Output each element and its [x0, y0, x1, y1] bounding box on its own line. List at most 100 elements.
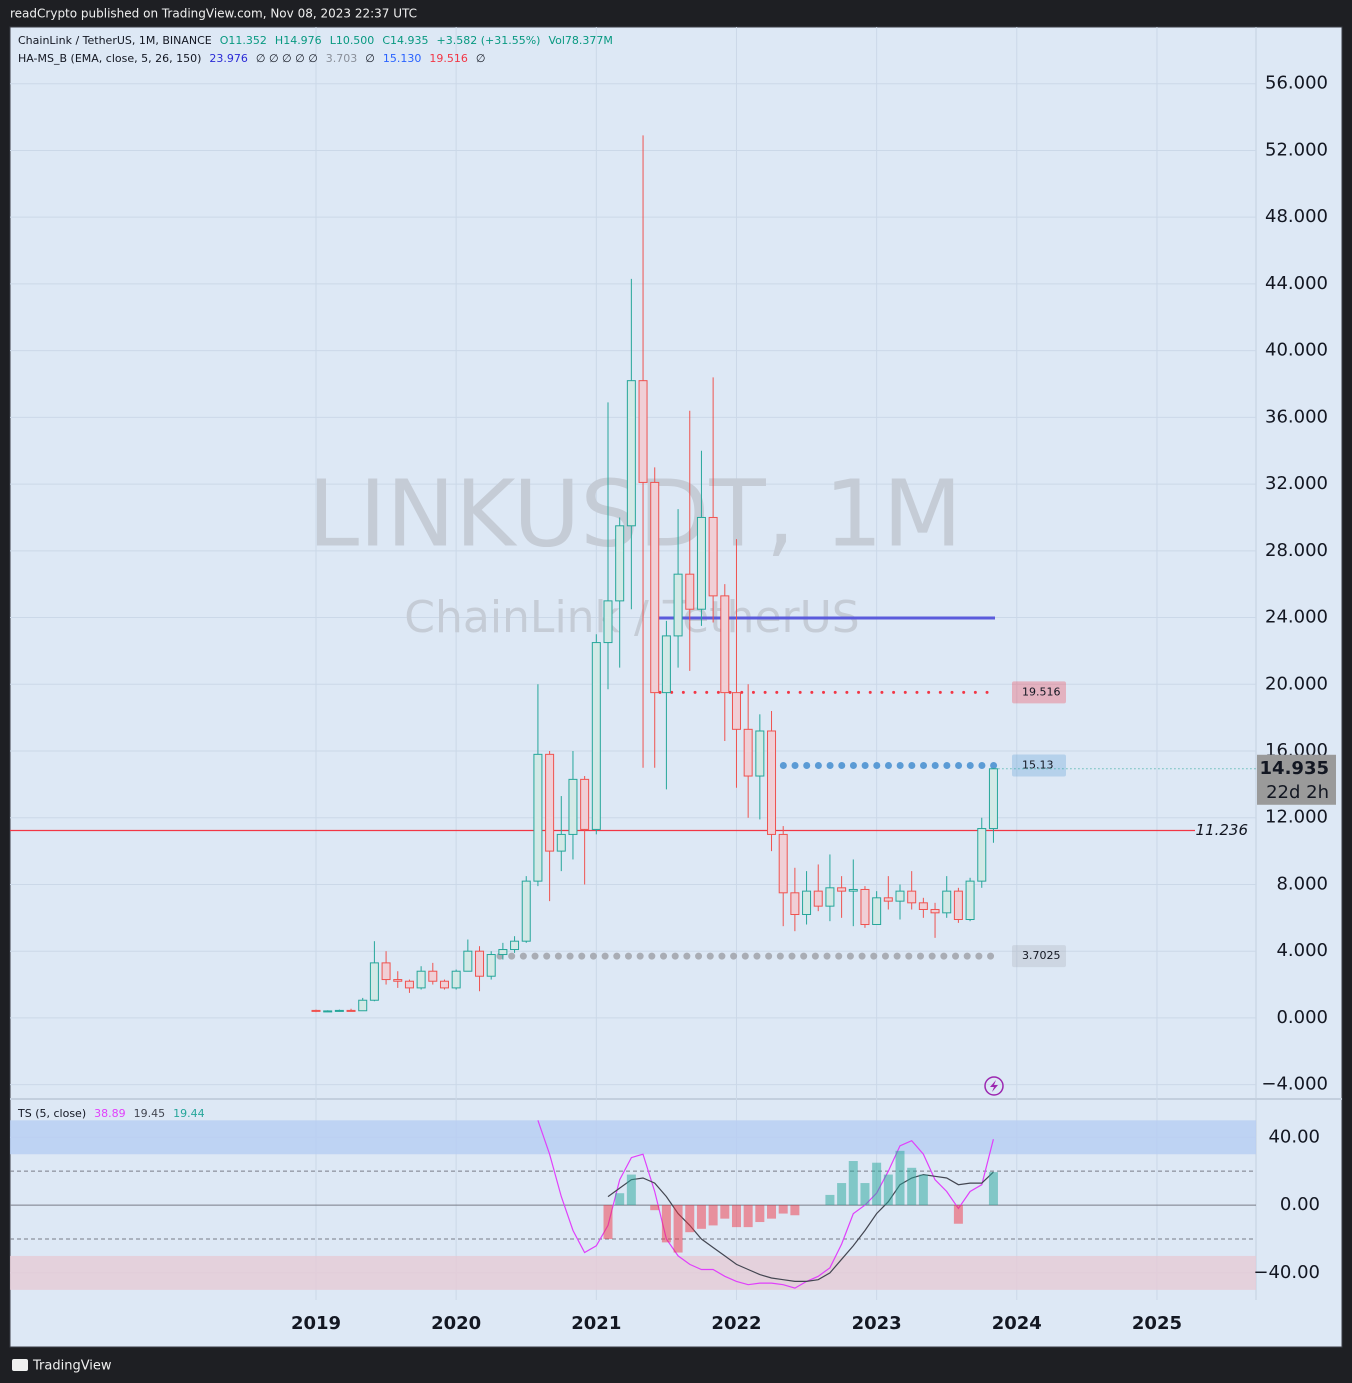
candle-body [463, 950, 473, 972]
histogram-bar [708, 1205, 718, 1226]
x-tick-label: 2019 [291, 1313, 341, 1334]
y-tick-label: 20.000 [1265, 673, 1328, 694]
oscillator-band [10, 1120, 1256, 1155]
legend-item: 3.703 [326, 52, 358, 65]
candle-body [988, 768, 998, 830]
y-tick-label: 0.00 [1280, 1194, 1320, 1215]
candle-body [731, 692, 741, 730]
histogram-bar [661, 1205, 671, 1243]
level-badge [1012, 945, 1066, 968]
oscillator-band [10, 1255, 1256, 1290]
candle-body [755, 730, 765, 777]
legend-item: 19.45 [134, 1107, 166, 1120]
y-tick-label: 40.00 [1268, 1126, 1320, 1147]
candle-body [848, 888, 858, 892]
histogram-bar [685, 1205, 695, 1233]
y-tick-label: 44.000 [1265, 273, 1328, 294]
histogram-bar [767, 1205, 777, 1219]
histogram-bar [778, 1205, 788, 1214]
histogram-bar [825, 1194, 835, 1206]
candle-body [603, 600, 613, 644]
candle-body [346, 1009, 356, 1012]
x-tick-label: 2024 [992, 1313, 1042, 1334]
level-label: 11.236 [1196, 821, 1249, 839]
candle-body [837, 887, 847, 892]
legend-item: 38.89 [94, 1107, 126, 1120]
candle-body [895, 890, 905, 902]
histogram-bar [615, 1193, 625, 1206]
legend-item: +3.582 (+31.55%) [436, 34, 540, 47]
candle-body [942, 890, 952, 914]
y-tick-label: 32.000 [1265, 473, 1328, 494]
y-tick-label: 56.000 [1265, 73, 1328, 94]
candle-body [743, 728, 753, 777]
histogram-bar [696, 1205, 706, 1229]
legend-item: ∅ ∅ ∅ ∅ ∅ [256, 52, 318, 65]
candle-body [802, 890, 812, 915]
histogram-bar [731, 1205, 741, 1228]
y-tick-label: −40.00 [1253, 1262, 1320, 1283]
level-badge [1012, 754, 1066, 777]
candle-body [930, 908, 940, 914]
histogram-bar [988, 1172, 998, 1206]
candle-body [369, 962, 379, 1001]
candle-body [708, 516, 718, 597]
candle-body [872, 897, 882, 926]
plot-area: 19.516 15.13 3.7025 11.236 [10, 135, 1256, 1290]
y-tick-label: 52.000 [1265, 139, 1328, 160]
legend-item: ∅ [365, 52, 375, 65]
event-icon[interactable] [984, 1076, 1004, 1096]
x-tick-label: 2020 [431, 1313, 481, 1334]
x-tick-label: 2025 [1132, 1313, 1182, 1334]
candle-body [673, 573, 683, 637]
x-tick-label: 2021 [571, 1313, 621, 1334]
histogram-bar [872, 1162, 882, 1206]
x-tick-label: 2022 [711, 1313, 761, 1334]
grid [10, 27, 1256, 1300]
candle-body [510, 940, 520, 951]
y-tick-label: 48.000 [1265, 206, 1328, 227]
candle-body [556, 833, 566, 852]
y-tick-label: 28.000 [1265, 540, 1328, 561]
candle-body [311, 1009, 321, 1012]
histogram-bar [918, 1174, 928, 1206]
candle-body [334, 1009, 344, 1012]
legend-item: 19.44 [173, 1107, 205, 1120]
candle-body [977, 828, 987, 882]
last-price-badge [1257, 754, 1336, 805]
publisher-line: readCrypto published on TradingView.com,… [10, 7, 417, 21]
histogram-bar [895, 1150, 905, 1206]
histogram-bar [790, 1205, 800, 1216]
candle-body [685, 573, 695, 610]
level-label: 15.13 [1022, 759, 1054, 772]
histogram-bar [860, 1183, 870, 1206]
y-tick-label: 8.000 [1276, 873, 1328, 894]
x-tick-label: 2023 [852, 1313, 902, 1334]
legend-item: Vol78.377M [548, 34, 612, 47]
histogram-bar [848, 1161, 858, 1206]
histogram-bar [673, 1205, 683, 1253]
candle-body [428, 970, 438, 982]
level-label: 19.516 [1022, 685, 1061, 698]
candle-body [883, 897, 893, 902]
legend-item: HA-MS_B (EMA, close, 5, 26, 150) [18, 52, 201, 65]
candle-body [580, 778, 590, 830]
histogram-bar [626, 1174, 636, 1206]
histogram-bar [883, 1174, 893, 1206]
histogram-bar [953, 1205, 963, 1224]
y-tick-label: 40.000 [1265, 340, 1328, 361]
histogram-bar [907, 1167, 917, 1206]
y-tick-label: 24.000 [1265, 607, 1328, 628]
y-tick-label: −4.000 [1261, 1074, 1328, 1095]
histogram-bar [743, 1205, 753, 1228]
legend-item: ChainLink / TetherUS, 1M, BINANCE [18, 34, 212, 47]
candle-body [825, 887, 835, 907]
candle-body [358, 999, 368, 1012]
legend-item: 15.130 [383, 52, 422, 65]
candle-body [626, 380, 636, 527]
candle-body [475, 950, 485, 977]
candle-body [918, 902, 928, 910]
y-tick-label: 36.000 [1265, 406, 1328, 427]
candle-body [498, 949, 508, 956]
level-label: 3.7025 [1022, 949, 1061, 962]
